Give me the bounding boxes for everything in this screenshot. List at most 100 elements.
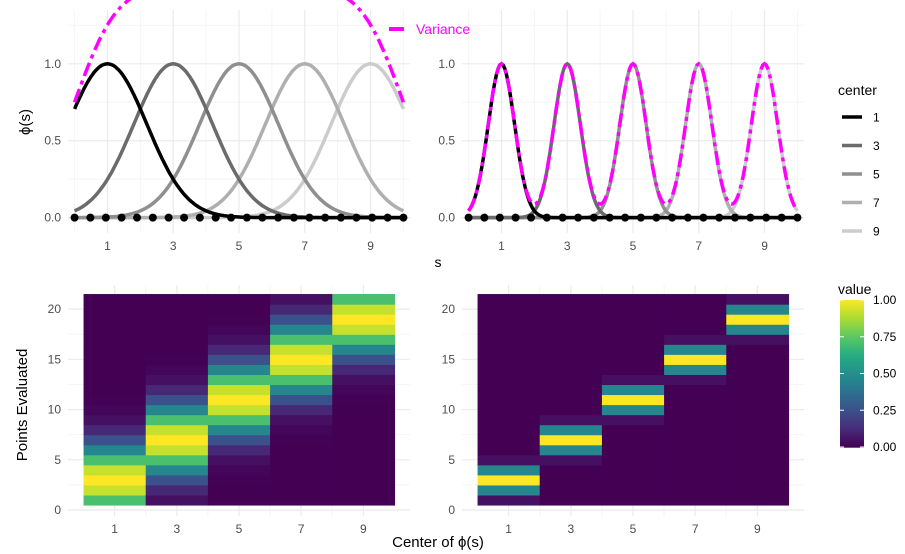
heatmap-cell-p2-c9-r20 <box>332 304 396 315</box>
colorbar-segment-16 <box>840 339 864 343</box>
heatmap-cell-p3-c9-r19 <box>726 314 790 325</box>
heatmap-cell-p2-c1-r17 <box>83 334 147 345</box>
heatmap-cell-p3-c5-r2 <box>601 484 665 496</box>
heatmap-cell-p2-c3-r19 <box>145 314 209 325</box>
heatmap-cell-p2-c5-r15 <box>207 354 271 365</box>
heatmap-cell-p2-c3-r20 <box>145 304 209 315</box>
heatmap-cell-p2-c3-r15 <box>145 354 209 365</box>
colorbar-segment-55 <box>840 434 864 438</box>
heatmap-cell-p2-c5-r9 <box>207 414 271 426</box>
heatmap-cell-p3-c7-r16 <box>664 344 727 355</box>
value-legend: value 1.00 0.75 0.50 0.25 0.00 <box>838 281 897 454</box>
heatmap-cell-p2-c9-r10 <box>332 404 396 416</box>
heatmap-cell-p2-c5-r4 <box>207 464 271 476</box>
evaluated-point-p0-14 <box>289 213 298 222</box>
colorbar-segment-7 <box>840 317 864 321</box>
heatmap-cell-p2-c1-r13 <box>83 374 147 386</box>
colorbar-segment-57 <box>840 439 864 443</box>
y-tick-label-p1-2: 1.0 <box>438 57 455 71</box>
bottom-y-axis-title: Points Evaluated <box>14 349 31 462</box>
evaluated-point-p1-8 <box>589 213 598 222</box>
x-tick-label-p3-2: 5 <box>630 522 637 536</box>
heatmap-cell-p3-c3-r19 <box>539 314 603 325</box>
heatmap-cell-p2-c3-r1 <box>145 494 209 506</box>
colorbar-segment-38 <box>840 393 864 397</box>
heatmap-cell-p3-c5-r18 <box>601 324 665 335</box>
colorbar-segment-54 <box>840 432 864 436</box>
heatmap-cell-p2-c7-r5 <box>270 454 333 466</box>
heatmap-cell-p3-c5-r9 <box>601 414 665 426</box>
colorbar-segment-26 <box>840 363 864 367</box>
evaluated-point-p1-16 <box>715 213 724 222</box>
colorbar-segment-5 <box>840 312 864 316</box>
heatmap-cell-p3-c7-r19 <box>664 314 727 325</box>
colorbar-segment-27 <box>840 366 864 370</box>
heatmap-cell-p2-c1-r6 <box>83 444 147 456</box>
heatmap-cell-p2-c1-r4 <box>83 464 147 476</box>
heatmap-cell-p3-c7-r5 <box>664 454 727 466</box>
colorbar-segment-43 <box>840 405 864 409</box>
heatmap-cell-p2-c5-r3 <box>207 474 271 486</box>
heatmap-cell-p3-c1-r3 <box>477 474 541 486</box>
colorbar-segment-45 <box>840 410 864 414</box>
x-tick-label-p2-2: 5 <box>236 522 243 536</box>
heatmap-cell-p2-c7-r13 <box>270 374 333 386</box>
colorbar-segment-40 <box>840 398 864 402</box>
variance-curve-p1 <box>467 61 799 212</box>
evaluated-point-p0-20 <box>383 213 392 222</box>
colorbar-segment-48 <box>840 417 864 421</box>
heatmap-cell-p3-c9-r13 <box>726 374 790 386</box>
evaluated-point-p0-1 <box>86 213 95 222</box>
heatmap-cell-p2-c5-r19 <box>207 314 271 325</box>
heatmap-cell-p3-c1-r2 <box>477 484 541 496</box>
heatmap-cell-p3-c5-r1 <box>601 494 665 506</box>
heatmap-cell-p2-c3-r7 <box>145 434 209 446</box>
heatmap-cell-p2-c9-r1 <box>332 494 396 506</box>
x-tick-label-p0-1: 3 <box>170 239 177 253</box>
heatmap-cell-p2-c1-r7 <box>83 434 147 446</box>
heatmap-cell-p3-c9-r20 <box>726 304 790 315</box>
colorbar-segment-30 <box>840 373 864 377</box>
heatmap-cell-p3-c5-r11 <box>601 394 665 406</box>
heatmap-cell-p2-c1-r11 <box>83 394 147 406</box>
heatmap-cell-p2-c7-r11 <box>270 394 333 406</box>
colorbar-segment-8 <box>840 319 864 323</box>
heatmap-cell-p3-c1-r14 <box>477 364 541 375</box>
colorbar-segment-33 <box>840 380 864 384</box>
x-tick-label-p3-0: 1 <box>505 522 512 536</box>
heatmap-cell-p2-c3-r14 <box>145 364 209 375</box>
heatmap-cell-p3-c3-r2 <box>539 484 603 496</box>
heatmap-cell-p2-c1-r15 <box>83 354 147 365</box>
heatmap-cell-p2-c7-r9 <box>270 414 333 426</box>
colorbar-segment-17 <box>840 341 864 345</box>
heatmap-cell-p3-c9-r14 <box>726 364 790 375</box>
panel-bottom-right: 1 3 5 7 9 0 5 10 15 20 <box>442 285 804 536</box>
heatmap-cell-p2-c7-r2 <box>270 484 333 496</box>
heatmap-cell-p3-c3-r13 <box>539 374 603 386</box>
y-tick-label-p1-1: 0.5 <box>438 134 455 148</box>
heatmap-cell-p3-c5-r7 <box>601 434 665 446</box>
heatmap-cell-p3-c7-r8 <box>664 424 727 436</box>
evaluated-point-p1-14 <box>683 213 692 222</box>
heatmap-cell-p3-c9-r9 <box>726 414 790 426</box>
center-legend-label-9: 9 <box>873 225 880 239</box>
colorbar-segment-56 <box>840 437 864 441</box>
colorbar-segment-22 <box>840 353 864 358</box>
y-tick-label-p0-1: 0.5 <box>44 134 61 148</box>
heatmap-cell-p2-c3-r3 <box>145 474 209 486</box>
y-tick-label-p3-4: 20 <box>442 302 456 316</box>
x-tick-label-p0-3: 7 <box>301 239 308 253</box>
heatmap-cell-p2-c3-r11 <box>145 394 209 406</box>
y-tick-label-p2-2: 10 <box>48 403 62 417</box>
heatmap-cell-p3-c5-r4 <box>601 464 665 476</box>
heatmap-cell-p3-c1-r11 <box>477 394 541 406</box>
heatmap-cell-p3-c1-r9 <box>477 414 541 426</box>
colorbar-segment-19 <box>840 346 864 350</box>
heatmap-cell-p2-c9-r4 <box>332 464 396 476</box>
heatmap-cell-p2-c7-r10 <box>270 404 333 416</box>
heatmap-cell-p2-c1-r8 <box>83 424 147 436</box>
evaluated-point-p0-17 <box>336 213 345 222</box>
colorbar-segment-11 <box>840 326 864 331</box>
evaluated-point-p1-10 <box>621 213 630 222</box>
heatmap-cell-p2-c7-r15 <box>270 354 333 365</box>
